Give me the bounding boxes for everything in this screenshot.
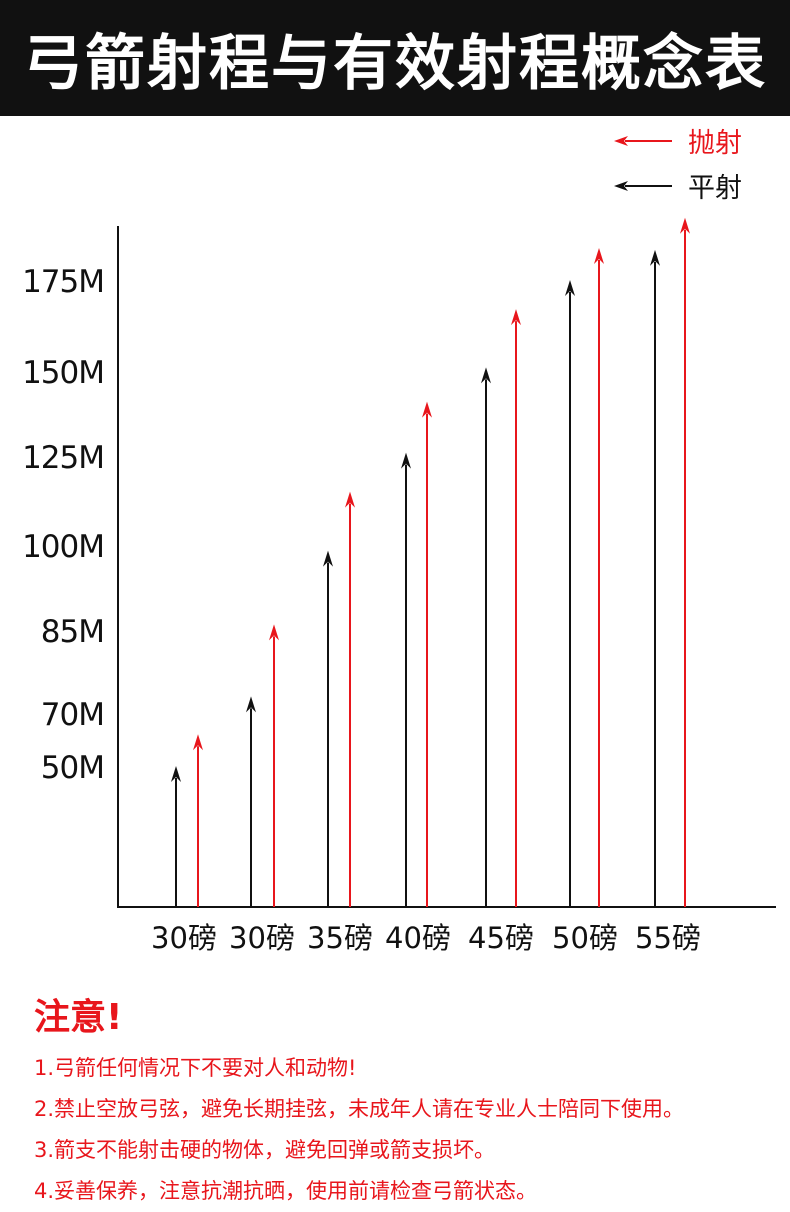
y-tick-label: 70M — [41, 697, 104, 733]
y-tick-label: 150M — [22, 355, 104, 391]
notes-heading: 注意! — [34, 997, 123, 1038]
x-tick-label: 35磅 — [307, 921, 373, 955]
arrow-head — [323, 550, 333, 567]
arrow-head — [171, 766, 181, 782]
note-item: 3.箭支不能射击硬的物体，避免回弹或箭支损坏。 — [34, 1138, 496, 1162]
y-tick-label: 175M — [22, 264, 104, 300]
arrow-head — [680, 217, 690, 234]
legend-label: 平射 — [688, 173, 742, 204]
arrow-head — [345, 491, 355, 508]
arrow-head — [269, 624, 279, 641]
arrow-head — [401, 452, 411, 469]
title-bar: 弓箭射程与有效射程概念表 — [0, 0, 790, 116]
x-tick-label: 50磅 — [552, 921, 618, 955]
y-tick-label: 50M — [41, 750, 104, 786]
y-tick-label: 85M — [41, 614, 104, 650]
page-title: 弓箭射程与有效射程概念表 — [23, 28, 767, 99]
legend-label: 抛射 — [688, 128, 742, 159]
x-tick-label: 55磅 — [635, 921, 701, 955]
arrow-head — [594, 247, 604, 264]
legend-arrow-icon — [614, 136, 628, 146]
arrow-head — [481, 367, 491, 384]
note-item: 4.妥善保养，注意抗潮抗晒，使用前请检查弓箭状态。 — [34, 1179, 538, 1203]
note-item: 2.禁止空放弓弦，避免长期挂弦，未成年人请在专业人士陪同下使用。 — [34, 1097, 685, 1121]
x-tick-label: 30磅 — [151, 921, 217, 955]
arrow-head — [422, 401, 432, 418]
x-tick-label: 40磅 — [385, 921, 451, 955]
x-tick-label: 30磅 — [229, 921, 295, 955]
range-chart: 175M 150M 125M 100M 85M 70M 50M 30磅 30磅 35磅 40磅 45磅… — [22, 128, 776, 955]
arrow-head — [650, 249, 660, 266]
x-tick-label: 45磅 — [468, 921, 534, 955]
arrow-head — [246, 696, 256, 713]
arrow-head — [565, 280, 575, 296]
arrow-head — [511, 309, 521, 326]
notes-section: 注意! 1.弓箭任何情况下不要对人和动物! 2.禁止空放弓弦，避免长期挂弦，未成… — [34, 988, 784, 1212]
note-item: 1.弓箭任何情况下不要对人和动物! — [34, 1056, 357, 1080]
legend-arrow-icon — [614, 181, 628, 191]
arrow-head — [193, 734, 203, 751]
y-tick-label: 100M — [22, 529, 104, 565]
y-tick-label: 125M — [22, 440, 104, 476]
